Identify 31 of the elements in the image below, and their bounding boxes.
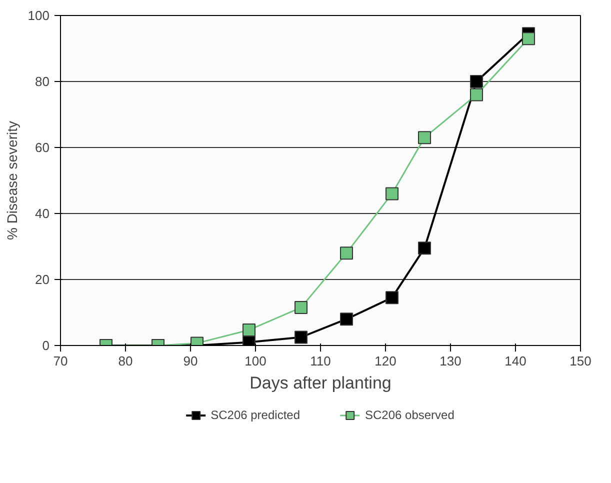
- point: [294, 330, 308, 344]
- y-tick-label: 80: [35, 74, 50, 89]
- point: [470, 75, 483, 88]
- point: [418, 131, 431, 144]
- point: [340, 312, 353, 326]
- point: [522, 32, 535, 46]
- x-tick-label: 100: [244, 354, 266, 368]
- y-tick-label: 100: [28, 8, 50, 23]
- x-tick-label: 120: [374, 354, 396, 368]
- point: [242, 323, 256, 336]
- x-tick-label: 130: [440, 354, 462, 368]
- y-tick-label: 60: [35, 140, 50, 155]
- y-tick-label: 0: [42, 338, 50, 353]
- point: [340, 246, 353, 260]
- point: [294, 301, 308, 314]
- x-tick-label: 150: [570, 354, 592, 368]
- legend-label: SC206 observed: [365, 408, 454, 422]
- y-tick-label: 20: [35, 272, 50, 287]
- x-tick-label: 90: [183, 354, 198, 368]
- x-tick-label: 110: [310, 354, 331, 368]
- point: [418, 242, 431, 255]
- point: [386, 291, 398, 304]
- y-axis-title: % Disease severity: [4, 120, 20, 240]
- point: [386, 187, 398, 200]
- x-tick-label: 70: [53, 354, 68, 368]
- legend-label: SC206 predicted: [210, 408, 300, 422]
- x-axis-title: Days after planting: [250, 374, 392, 392]
- x-tick-label: 80: [118, 354, 133, 368]
- x-tick-label: 140: [504, 354, 526, 368]
- point: [470, 88, 483, 102]
- y-tick-label: 40: [35, 206, 50, 221]
